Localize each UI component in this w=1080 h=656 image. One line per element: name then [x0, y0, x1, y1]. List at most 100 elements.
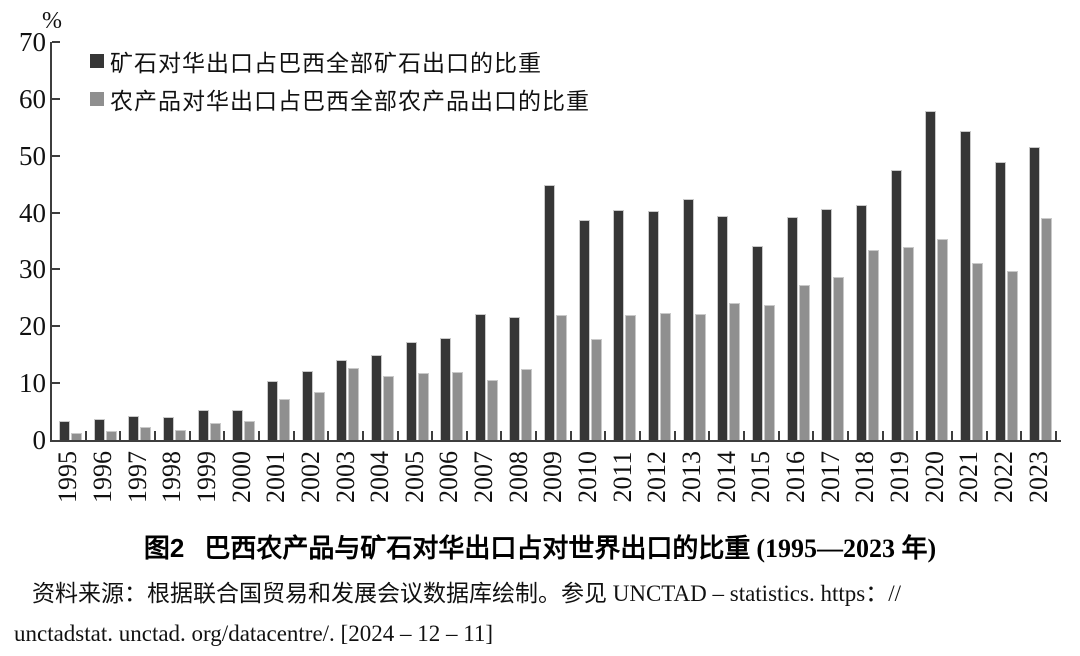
x-axis-tick — [985, 431, 988, 440]
bar-agri-2015 — [764, 304, 775, 440]
bar-agri-2008 — [521, 368, 533, 440]
bar-ore-1999 — [197, 409, 209, 440]
y-axis-label: 60 — [19, 83, 46, 114]
x-axis-tick — [84, 431, 87, 440]
bar-agri-2012 — [660, 313, 672, 440]
x-axis-tick — [292, 431, 295, 440]
bar-agri-2007 — [486, 379, 498, 440]
bar-agri-2000 — [244, 420, 256, 440]
x-axis-label-2009: 2009 — [538, 451, 568, 503]
y-axis-label: 20 — [19, 311, 46, 342]
x-axis-label-2013: 2013 — [677, 451, 707, 503]
bar-agri-2013 — [694, 314, 706, 440]
bar-agri-2009 — [556, 315, 568, 440]
y-axis-tick — [52, 268, 60, 271]
x-axis-label-1997: 1997 — [122, 451, 152, 503]
x-axis-label-1996: 1996 — [87, 451, 117, 503]
bar-agri-2021 — [971, 263, 983, 440]
bar-ore-2021 — [959, 131, 971, 440]
bar-ore-2003 — [336, 359, 348, 440]
bar-ore-2013 — [682, 198, 694, 440]
bar-ore-2007 — [474, 313, 486, 440]
bar-ore-2012 — [648, 211, 660, 440]
source-line-2: unctadstat. unctad. org/datacentre/. [20… — [14, 621, 494, 646]
bar-ore-2000 — [232, 409, 244, 440]
x-axis-tick — [777, 431, 780, 440]
caption-title: 巴西农产品与矿石对华出口占对世界出口的比重 — [204, 533, 751, 563]
bar-ore-2001 — [266, 380, 278, 440]
x-axis-tick — [257, 431, 260, 440]
x-axis-tick — [1054, 431, 1057, 440]
legend-item-ore: 矿石对华出口占巴西全部矿石出口的比重 — [90, 46, 590, 76]
source-note: 资料来源：根据联合国贸易和发展会议数据库绘制。参见 UNCTAD – stati… — [0, 574, 1080, 654]
legend-item-agri: 农产品对华出口占巴西全部农产品出口的比重 — [90, 84, 590, 114]
bar-agri-2017 — [833, 277, 845, 440]
bar-agri-2018 — [867, 250, 879, 440]
x-axis-label-2016: 2016 — [780, 451, 810, 503]
bar-agri-1998 — [174, 430, 186, 440]
x-axis-label-1998: 1998 — [157, 451, 187, 503]
y-axis-tick — [52, 41, 60, 43]
x-axis-label-2003: 2003 — [330, 451, 360, 503]
x-axis-tick — [1020, 431, 1023, 440]
bar-agri-1997 — [140, 427, 152, 440]
x-axis-label-1995: 1995 — [53, 451, 83, 503]
y-axis-label: 70 — [19, 27, 46, 57]
x-axis-tick — [708, 431, 711, 440]
bar-ore-2015 — [752, 246, 763, 440]
x-axis-label-2010: 2010 — [573, 451, 603, 503]
x-axis-tick — [639, 431, 642, 440]
y-axis-unit: % — [42, 8, 62, 34]
x-axis-tick — [569, 431, 572, 440]
x-axis-tick — [188, 431, 191, 440]
bar-agri-2014 — [729, 302, 741, 440]
bar-agri-2019 — [902, 246, 914, 440]
bar-ore-1997 — [128, 416, 140, 440]
x-axis-tick — [916, 431, 919, 440]
bar-ore-2022 — [994, 161, 1006, 440]
x-axis-label-2017: 2017 — [815, 451, 845, 503]
source-line-1: 资料来源：根据联合国贸易和发展会议数据库绘制。参见 UNCTAD – stati… — [32, 581, 901, 606]
bar-agri-2020 — [937, 238, 949, 440]
x-axis-tick — [153, 431, 156, 440]
legend-swatch-ore-icon — [90, 54, 104, 68]
y-axis-tick — [52, 382, 60, 385]
bar-ore-2019 — [890, 169, 902, 440]
bar-ore-2014 — [717, 215, 729, 440]
bar-agri-2004 — [382, 376, 394, 440]
x-axis-label-2011: 2011 — [607, 451, 637, 503]
bar-agri-2010 — [590, 339, 602, 440]
y-axis-tick — [52, 211, 60, 214]
x-axis-label-2004: 2004 — [365, 451, 395, 503]
bar-agri-2022 — [1006, 270, 1018, 440]
legend-label-agri: 农产品对华出口占巴西全部农产品出口的比重 — [110, 89, 590, 114]
x-axis-tick — [500, 431, 503, 440]
bar-agri-2023 — [1041, 217, 1053, 440]
caption-period: (1995—2023 年) — [756, 534, 937, 563]
x-axis-tick — [812, 431, 815, 440]
bar-agri-2016 — [798, 285, 810, 440]
bar-agri-2006 — [452, 371, 464, 440]
x-axis-label-2001: 2001 — [261, 451, 291, 503]
x-axis-label-2018: 2018 — [850, 451, 880, 503]
x-axis-label-2019: 2019 — [884, 451, 914, 503]
bar-agri-1995 — [71, 433, 82, 440]
x-axis-label-2015: 2015 — [746, 451, 776, 503]
x-axis-tick — [223, 431, 226, 440]
x-axis-label-2012: 2012 — [642, 451, 672, 503]
bar-agri-2011 — [625, 314, 637, 440]
legend-swatch-agri-icon — [90, 92, 104, 106]
y-axis-tick — [52, 325, 60, 328]
x-axis-tick — [743, 431, 745, 440]
bar-agri-2003 — [348, 367, 360, 440]
y-axis-label: 10 — [19, 368, 46, 399]
y-axis-tick — [52, 154, 60, 157]
chart-legend: 矿石对华出口占巴西全部矿石出口的比重 农产品对华出口占巴西全部农产品出口的比重 — [90, 46, 590, 122]
x-axis-tick — [950, 431, 953, 440]
bar-agri-2005 — [417, 373, 429, 440]
bar-ore-2006 — [440, 337, 452, 440]
x-axis-tick — [465, 431, 468, 440]
bar-ore-2008 — [509, 317, 521, 440]
bar-ore-1995 — [59, 420, 70, 440]
